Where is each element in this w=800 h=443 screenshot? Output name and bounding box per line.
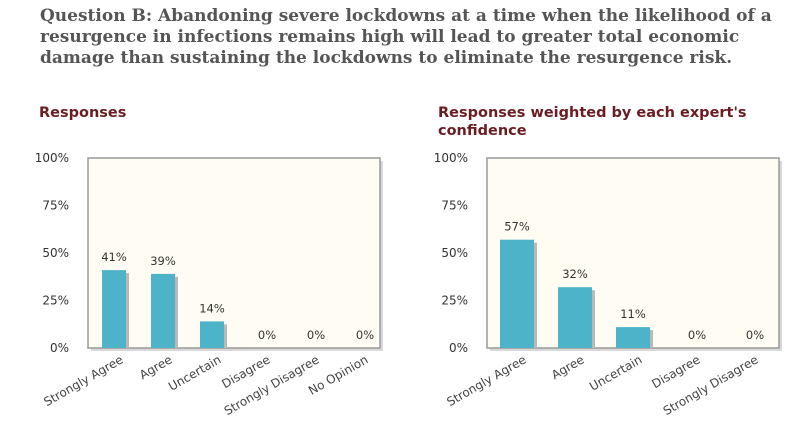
data-label: 0% <box>307 328 325 342</box>
y-tick-label: 50% <box>441 246 468 260</box>
bar <box>102 270 126 348</box>
y-tick-label: 75% <box>441 199 468 213</box>
data-label: 32% <box>562 267 588 281</box>
data-label: 11% <box>620 307 646 321</box>
data-label: 0% <box>258 328 276 342</box>
y-tick-label: 0% <box>449 341 468 355</box>
y-tick-label: 100% <box>35 151 69 165</box>
chart-title-responses: Responses <box>39 105 127 121</box>
data-label: 39% <box>150 254 176 268</box>
y-tick-label: 75% <box>42 199 69 213</box>
data-label: 41% <box>101 250 127 264</box>
bar <box>500 239 534 348</box>
y-tick-label: 0% <box>50 341 69 355</box>
x-category-label: Strongly Agree <box>444 352 528 409</box>
data-label: 0% <box>356 328 374 342</box>
data-label: 14% <box>199 301 225 315</box>
question-text: Question B: Abandoning severe lockdowns … <box>40 6 772 68</box>
y-tick-label: 50% <box>42 246 69 260</box>
y-tick-label: 25% <box>42 294 69 308</box>
bar <box>616 327 650 348</box>
data-label: 0% <box>688 328 706 342</box>
data-label: 57% <box>504 220 530 234</box>
bar <box>558 287 592 348</box>
responses-chart: 0%25%50%75%100%41%Strongly Agree39%Agree… <box>35 151 383 418</box>
y-tick-label: 25% <box>441 294 468 308</box>
chart-title-weighted: Responses weighted by each expert's conf… <box>438 105 747 139</box>
y-tick-label: 100% <box>434 151 468 165</box>
x-category-label: Strongly Disagree <box>661 352 761 418</box>
plot-area <box>87 157 381 349</box>
data-label: 0% <box>746 328 764 342</box>
bar <box>200 321 224 348</box>
bar <box>151 273 175 348</box>
x-category-label: Agree <box>549 352 587 382</box>
x-category-label: Uncertain <box>587 352 645 393</box>
